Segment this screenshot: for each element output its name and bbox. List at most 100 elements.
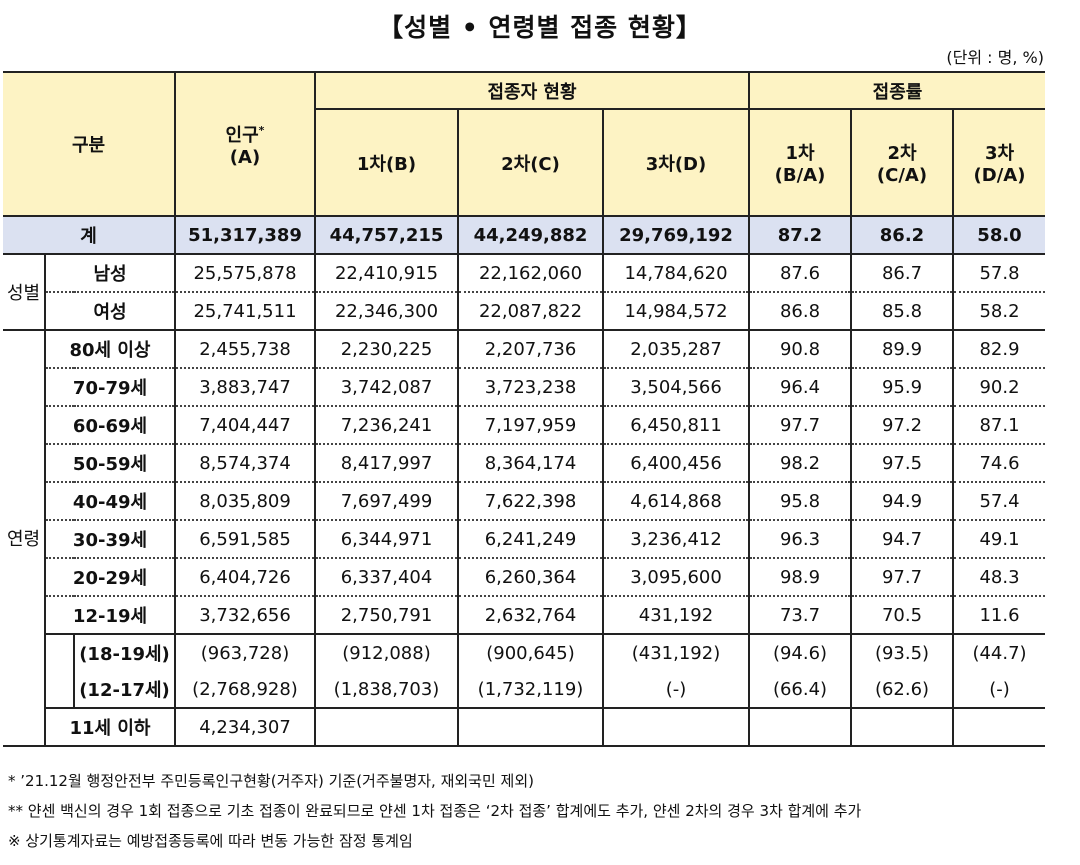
header-dose2: 2차(C) [457,109,603,217]
table-cell: (1,838,703) [314,671,458,709]
table-row: 여성 25,741,511 22,346,300 22,087,822 14,9… [3,292,1046,331]
table-cell: 57.4 [951,482,1046,521]
table-cell: 82.9 [951,330,1046,369]
row-label: 50-59세 [44,444,175,483]
header-rate3: 3차 (D/A) [951,109,1046,217]
vaccination-table: 구분 인구* (A) 접종자 현황 접종률 1차(B) 2차(C) 3차(D) … [3,71,1046,747]
header-rate1-bottom: (B/A) [774,165,826,186]
table-cell: 3,883,747 [174,368,315,407]
table-cell: (2,768,928) [174,671,315,709]
table-cell: (93.5) [850,634,953,671]
table-cell: 6,344,971 [314,520,458,559]
table-row: (12-17세) (2,768,928) (1,838,703) (1,732,… [3,671,1046,709]
table-row: 11세 이하 4,234,307 [3,708,1046,747]
table-cell: 58.0 [951,216,1046,255]
table-cell: 49.1 [951,520,1046,559]
table-row: 성별 남성 25,575,878 22,410,915 22,162,060 1… [3,254,1046,331]
table-cell: 14,984,572 [602,292,749,331]
header-rate3-top: 3차 [984,143,1015,164]
table-cell: (1,732,119) [457,671,603,709]
header-rate1: 1차 (B/A) [748,109,851,217]
table-cell: (62.6) [850,671,953,709]
table-cell: 44,757,215 [314,216,458,255]
table-cell: 4,234,307 [174,708,315,747]
table-cell: 14,784,620 [602,254,749,293]
table-cell: 87.1 [951,406,1046,445]
table-cell: 2,632,764 [457,596,603,635]
table-cell: 89.9 [850,330,953,369]
table-cell: 22,087,822 [457,292,603,331]
table-cell: 48.3 [951,558,1046,597]
empty-cell [314,708,458,747]
header-population-label: 인구 [225,124,259,146]
empty-cell [951,708,1046,747]
empty-cell [748,708,851,747]
table-row: 70-79세 3,883,747 3,742,087 3,723,238 3,5… [3,368,1046,407]
table-cell: 7,236,241 [314,406,458,445]
table-cell: 96.3 [748,520,851,559]
table-cell: 6,241,249 [457,520,603,559]
footnote: ** 얀센 백신의 경우 1회 접종으로 기초 접종이 완료되므로 얀센 1차 … [8,802,862,820]
header-dose1: 1차(B) [314,109,458,217]
table-cell: 74.6 [951,444,1046,483]
table-cell: 73.7 [748,596,851,635]
unit-label: (단위 : 명, %) [946,48,1044,67]
row-label: 40-49세 [44,482,175,521]
table-cell: (431,192) [602,634,749,671]
table-cell: 57.8 [951,254,1046,293]
table-cell: 29,769,192 [602,216,749,255]
header-rate-group: 접종률 [747,71,1046,110]
table-cell: 22,346,300 [314,292,458,331]
table-cell: 8,364,174 [457,444,603,483]
table-cell: 51,317,389 [174,216,315,255]
table-cell: 22,410,915 [314,254,458,293]
table-row: 연령 80세 이상 2,455,738 2,230,225 2,207,736 … [3,330,1046,747]
table-cell: (-) [602,671,749,709]
total-label: 계 [3,216,175,255]
table-cell: (963,728) [174,634,315,671]
table-row: (18-19세) (963,728) (912,088) (900,645) (… [3,634,1046,709]
table-cell: (912,088) [314,634,458,671]
table-row: 50-59세 8,574,374 8,417,997 8,364,174 6,4… [3,444,1046,483]
header-population-code: (A) [229,146,261,168]
table-cell: 6,450,811 [602,406,749,445]
table-cell: 96.4 [748,368,851,407]
row-label: 여성 [44,292,175,331]
table-cell: 85.8 [850,292,953,331]
sex-group-label: 성별 [3,254,45,331]
table-cell: 3,095,600 [602,558,749,597]
header-category: 구분 [3,71,175,217]
table-cell: 25,575,878 [174,254,315,293]
header-rate2: 2차 (C/A) [850,109,953,217]
table-cell: 86.2 [850,216,953,255]
table-cell: 90.8 [748,330,851,369]
row-label: 남성 [44,254,175,293]
table-cell: 8,417,997 [314,444,458,483]
table-cell: 97.2 [850,406,953,445]
table-cell: 86.8 [748,292,851,331]
table-cell: 6,400,456 [602,444,749,483]
empty-cell [850,708,953,747]
row-label: 70-79세 [44,368,175,407]
table-cell: 6,591,585 [174,520,315,559]
row-label: 11세 이하 [44,708,175,747]
table-cell: 22,162,060 [457,254,603,293]
table-cell: (900,645) [457,634,603,671]
header-dose3: 3차(D) [602,109,749,217]
table-cell: 8,035,809 [174,482,315,521]
table-cell: 6,404,726 [174,558,315,597]
row-label: (18-19세) [73,634,175,671]
indent-cell [44,634,74,709]
age-group-label: 연령 [3,330,45,747]
table-cell: 87.2 [748,216,851,255]
table-cell: 6,260,364 [457,558,603,597]
table-cell: 7,404,447 [174,406,315,445]
table-cell: 86.7 [850,254,953,293]
table-cell: 25,741,511 [174,292,315,331]
total-row: 계 51,317,389 44,757,215 44,249,882 29,76… [3,216,1046,255]
header-rate3-bottom: (D/A) [973,165,1026,186]
table-cell: 7,197,959 [457,406,603,445]
footnote: ※ 상기통계자료는 예방접종등록에 따라 변동 가능한 잠정 통계임 [8,832,413,850]
header-vaccinated-group: 접종자 현황 [314,71,749,110]
table-cell: (44.7) [951,634,1046,671]
